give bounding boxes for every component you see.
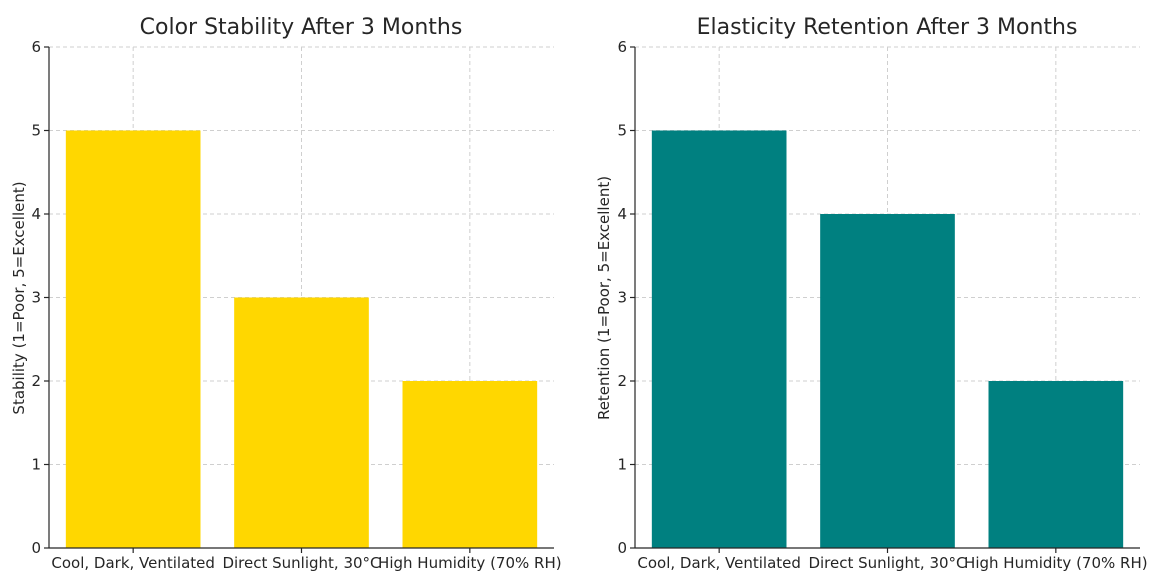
y-tick-label: 6 [31,38,41,56]
x-tick-label: High Humidity (70% RH) [964,554,1148,572]
y-tick-label: 0 [617,539,627,557]
y-tick-label: 4 [617,205,627,223]
x-tick-label: Direct Sunlight, 30°C [808,554,966,572]
y-tick-label: 1 [617,456,627,474]
y-tick-label: 5 [31,122,41,140]
y-tick-label: 5 [617,122,627,140]
bar [65,130,201,548]
x-tick-label: Direct Sunlight, 30°C [222,554,380,572]
y-tick-label: 2 [617,372,627,390]
chart-title: Elasticity Retention After 3 Months [697,15,1078,40]
bar [820,214,955,548]
x-tick-label: Cool, Dark, Ventilated [51,554,215,572]
y-tick-label: 3 [31,289,41,307]
y-axis-label: Stability (1=Poor, 5=Excellent) [10,181,28,414]
y-tick-label: 6 [617,38,627,56]
bar [402,381,538,548]
y-tick-label: 3 [617,289,627,307]
bar [988,381,1124,548]
x-tick-label: High Humidity (70% RH) [378,554,562,572]
bar [234,297,369,548]
y-tick-label: 0 [31,539,41,557]
y-axis-label: Retention (1=Poor, 5=Excellent) [595,176,613,420]
x-tick-label: Cool, Dark, Ventilated [637,554,801,572]
y-tick-label: 2 [31,372,41,390]
bar [651,130,787,548]
color-stability-chart: Color Stability After 3 Months Stability… [10,15,562,572]
y-tick-label: 1 [31,456,41,474]
chart-title: Color Stability After 3 Months [140,15,463,40]
y-tick-label: 4 [31,205,41,223]
elasticity-retention-chart: Elasticity Retention After 3 Months Rete… [595,15,1148,572]
